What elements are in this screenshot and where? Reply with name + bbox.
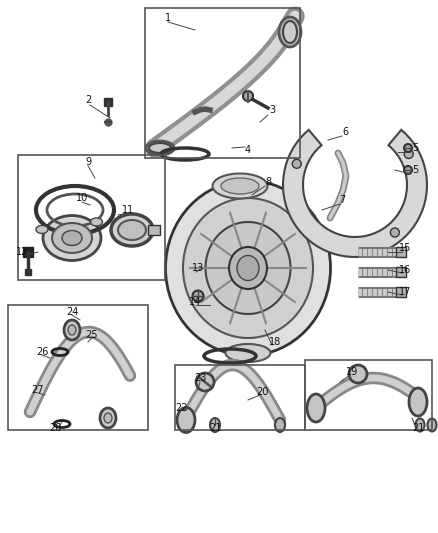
Text: 19: 19	[346, 367, 358, 377]
Ellipse shape	[111, 214, 153, 246]
Ellipse shape	[221, 178, 259, 194]
Bar	[396, 287, 406, 297]
Ellipse shape	[166, 181, 331, 356]
Ellipse shape	[243, 91, 253, 101]
Text: 24: 24	[66, 307, 78, 317]
Text: 5: 5	[412, 165, 418, 175]
Ellipse shape	[146, 141, 174, 155]
Ellipse shape	[229, 247, 267, 289]
Ellipse shape	[177, 408, 195, 432]
Bar	[8, 305, 148, 430]
Ellipse shape	[62, 230, 82, 246]
Ellipse shape	[210, 418, 220, 432]
Ellipse shape	[404, 149, 413, 158]
Ellipse shape	[68, 325, 76, 335]
Text: 21: 21	[412, 423, 424, 433]
Text: 15: 15	[399, 243, 411, 253]
Ellipse shape	[237, 255, 259, 280]
Bar	[175, 365, 305, 430]
Text: 23: 23	[194, 373, 206, 383]
Ellipse shape	[283, 21, 297, 43]
Text: 27: 27	[32, 385, 44, 395]
Text: 14: 14	[189, 297, 201, 307]
Ellipse shape	[212, 174, 268, 198]
Ellipse shape	[196, 373, 214, 391]
Ellipse shape	[118, 220, 146, 240]
Ellipse shape	[416, 418, 424, 432]
Ellipse shape	[205, 222, 290, 314]
Text: 21: 21	[209, 423, 221, 433]
Ellipse shape	[409, 388, 427, 416]
Text: 4: 4	[245, 145, 251, 155]
Bar	[305, 360, 432, 430]
Ellipse shape	[349, 365, 367, 383]
Ellipse shape	[390, 228, 399, 237]
Bar	[18, 155, 165, 280]
Ellipse shape	[100, 408, 116, 428]
Polygon shape	[283, 130, 427, 257]
Ellipse shape	[104, 413, 112, 423]
Ellipse shape	[275, 418, 285, 432]
Ellipse shape	[52, 223, 92, 253]
Text: 26: 26	[36, 347, 48, 357]
Ellipse shape	[192, 290, 204, 302]
Text: 25: 25	[86, 330, 98, 340]
Text: 8: 8	[265, 177, 271, 187]
Ellipse shape	[91, 218, 102, 226]
Bar	[396, 267, 406, 277]
Text: 10: 10	[76, 193, 88, 203]
Text: 9: 9	[85, 157, 91, 167]
Text: 6: 6	[342, 127, 348, 137]
Ellipse shape	[404, 144, 412, 152]
Ellipse shape	[183, 198, 313, 338]
Text: 3: 3	[269, 105, 275, 115]
Text: 5: 5	[412, 143, 418, 153]
Ellipse shape	[427, 418, 437, 432]
Text: 22: 22	[176, 403, 188, 413]
Ellipse shape	[36, 225, 48, 233]
Text: 13: 13	[192, 263, 204, 273]
Ellipse shape	[307, 394, 325, 422]
Text: 20: 20	[256, 387, 268, 397]
Text: 1: 1	[165, 13, 171, 23]
Bar	[396, 247, 406, 257]
Text: 17: 17	[399, 287, 411, 297]
Text: 2: 2	[85, 95, 91, 105]
Text: 16: 16	[399, 265, 411, 275]
Ellipse shape	[43, 215, 101, 261]
Text: 18: 18	[269, 337, 281, 347]
Text: 11: 11	[122, 205, 134, 215]
Ellipse shape	[292, 159, 301, 168]
Bar	[148, 225, 160, 235]
Ellipse shape	[404, 166, 412, 174]
Ellipse shape	[149, 143, 171, 153]
Text: 28: 28	[49, 423, 61, 433]
Ellipse shape	[64, 320, 80, 340]
Text: 12: 12	[16, 247, 28, 257]
Bar	[145, 8, 300, 158]
Text: 7: 7	[339, 195, 345, 205]
Ellipse shape	[279, 17, 301, 47]
Ellipse shape	[226, 344, 271, 362]
